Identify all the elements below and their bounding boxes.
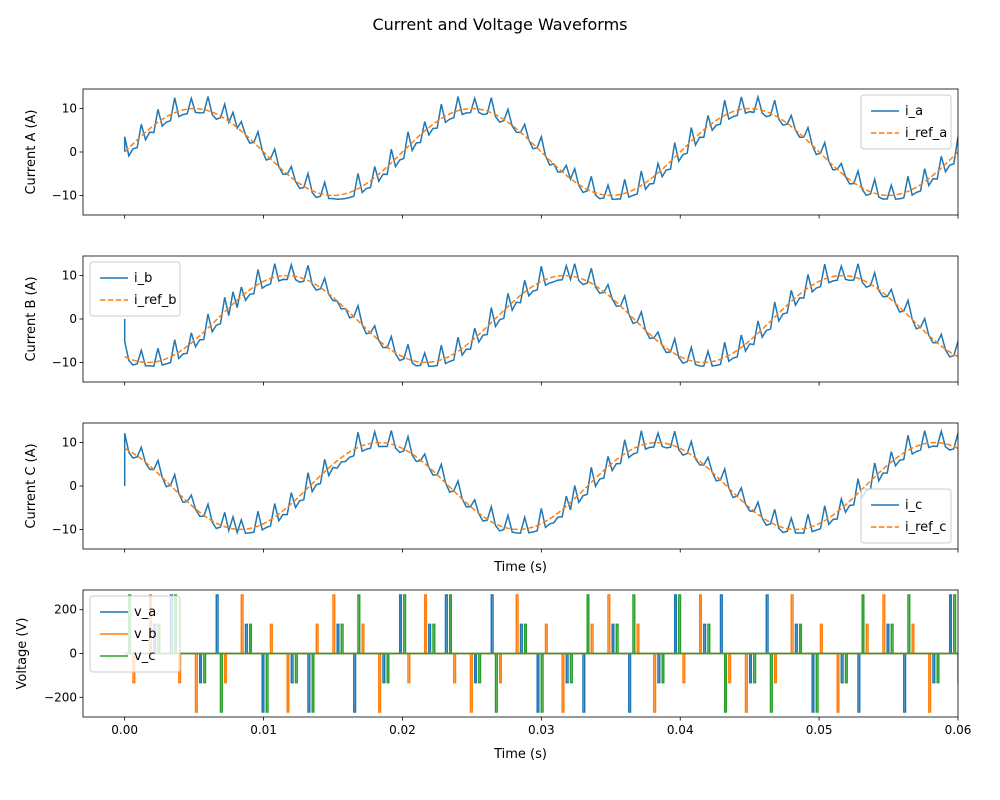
legend-label-i_ref_a: i_ref_a [905, 126, 947, 141]
legend-frame [89, 595, 181, 673]
y-tick-label: 0 [69, 647, 77, 661]
series-line-i_a [123, 93, 958, 201]
y-axis-label: Current B (A) [24, 276, 39, 361]
y-tick-label: −10 [52, 522, 77, 536]
y-tick-label: −10 [52, 355, 77, 369]
legend: i_c i_ref_c [860, 488, 952, 544]
legend-label-i_ref_c: i_ref_c [905, 520, 946, 535]
x-tick-label: 0.01 [250, 723, 277, 737]
y-tick-label: 0 [69, 479, 77, 493]
y-tick-label: −10 [52, 188, 77, 202]
legend: i_a i_ref_a [860, 94, 952, 150]
x-axis-label: Time (s) [493, 560, 547, 575]
legend-frame [89, 261, 181, 317]
legend-label-i_a: i_a [905, 104, 923, 119]
y-axis-label: Current C (A) [24, 443, 39, 528]
subplots-group: −10 0 10 Current A (A) i_a i_ref_a −10 0 10 Curre… [15, 88, 972, 762]
figure-title: Current and Voltage Waveforms [372, 15, 627, 34]
legend-label-v_c: v_c [134, 649, 155, 664]
series-line-v_c [124, 594, 958, 713]
subplot-current-a: −10 0 10 Current A (A) i_a i_ref_a [24, 88, 959, 219]
legend-frame [860, 94, 952, 150]
legend-frame [860, 488, 952, 544]
series-line-i_c [123, 428, 958, 536]
subplot-voltage: −200 0 200 0.00 0.01 0.02 0.03 0.04 0.05 0.06 Volt… [15, 589, 972, 762]
y-tick-label: 200 [54, 603, 77, 617]
legend-label-v_a: v_a [134, 605, 156, 620]
y-axis-label: Voltage (V) [15, 618, 30, 690]
x-tick-label: 0.00 [111, 723, 138, 737]
y-tick-label: 10 [62, 102, 77, 116]
y-tick-label: 0 [69, 145, 77, 159]
y-axis-label: Current A (A) [24, 109, 39, 194]
legend-label-i_ref_b: i_ref_b [134, 293, 177, 308]
x-tick-label: 0.04 [667, 723, 694, 737]
legend: v_a v_b v_c [89, 595, 181, 673]
legend-label-i_b: i_b [134, 271, 152, 286]
legend-label-i_c: i_c [905, 498, 922, 513]
series-line-i_ref_c [124, 441, 958, 531]
x-tick-label: 0.02 [389, 723, 416, 737]
subplot-current-c: −10 0 10 Current C (A) Time (s) i_c i_ref_c [24, 422, 959, 575]
legend: i_b i_ref_b [89, 261, 181, 317]
y-tick-label: 0 [69, 312, 77, 326]
x-tick-label: 0.06 [945, 723, 972, 737]
series-line-i_b [123, 262, 958, 367]
y-tick-label: 10 [62, 269, 77, 283]
legend-label-v_b: v_b [134, 627, 156, 642]
x-tick-label: 0.05 [806, 723, 833, 737]
series-line-i_ref_a [124, 107, 958, 197]
x-tick-label: 0.03 [528, 723, 555, 737]
x-axis-label: Time (s) [493, 747, 547, 762]
subplot-current-b: −10 0 10 Current B (A) i_b i_ref_b [24, 255, 959, 386]
y-tick-label: −200 [44, 690, 77, 704]
series-line-i_ref_b [124, 274, 958, 364]
y-tick-label: 10 [62, 436, 77, 450]
